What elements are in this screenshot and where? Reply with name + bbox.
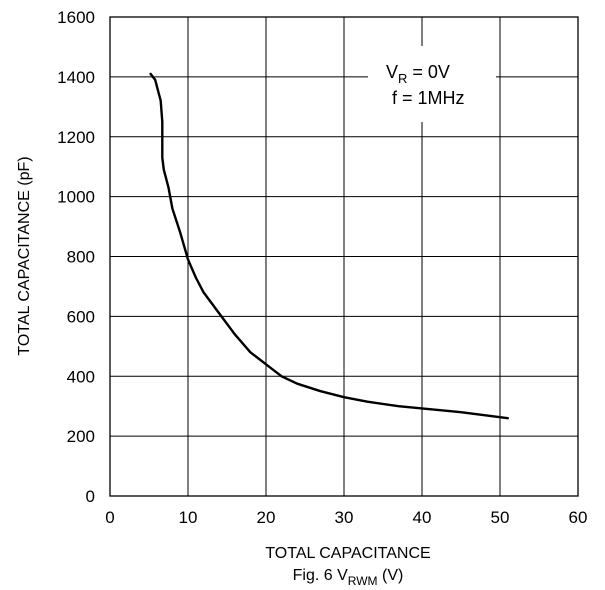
capacitance-curve [149, 72, 509, 420]
x-tick-label: 40 [413, 508, 432, 527]
x-tick-label: 10 [179, 508, 198, 527]
x-caption-sub: RWM [348, 574, 378, 588]
curve-layer [149, 72, 509, 420]
plot-frame [109, 16, 579, 497]
x-tick-label: 30 [335, 508, 354, 527]
y-tick-label: 0 [86, 487, 95, 506]
y-tick-label: 1200 [57, 128, 95, 147]
x-axis-caption: Fig. 6 VRWM (V) [293, 567, 404, 588]
y-tick-label: 1600 [57, 8, 95, 27]
annotation-vr-sub: R [398, 71, 407, 86]
y-axis-label: TOTAL CAPACITANCE (pF) [16, 156, 33, 355]
x-caption-prefix: Fig. 6 V [293, 567, 348, 584]
annotation-vr-suffix: = 0V [407, 62, 450, 82]
y-tick-label: 600 [67, 307, 95, 326]
x-tick-label: 50 [491, 508, 510, 527]
y-tick-label: 800 [67, 248, 95, 267]
annotation-vr: VR = 0V [386, 62, 450, 86]
x-tick-label: 60 [569, 508, 588, 527]
y-tick-label: 400 [67, 367, 95, 386]
tick-labels: 0 10 20 30 40 50 60020040060080010001200140016… [57, 8, 587, 527]
grid-lines [109, 16, 579, 497]
annotation-vr-prefix: V [386, 62, 398, 82]
x-tick-label: 0 [105, 508, 114, 527]
y-tick-label: 1400 [57, 68, 95, 87]
y-tick-label: 1000 [57, 188, 95, 207]
x-axis-label: TOTAL CAPACITANCE [265, 545, 430, 562]
annotation-box [368, 46, 496, 122]
x-tick-label: 20 [257, 508, 276, 527]
x-caption-suffix: (V) [378, 567, 404, 584]
annotation-frequency: f = 1MHz [392, 88, 465, 108]
y-tick-label: 200 [67, 427, 95, 446]
